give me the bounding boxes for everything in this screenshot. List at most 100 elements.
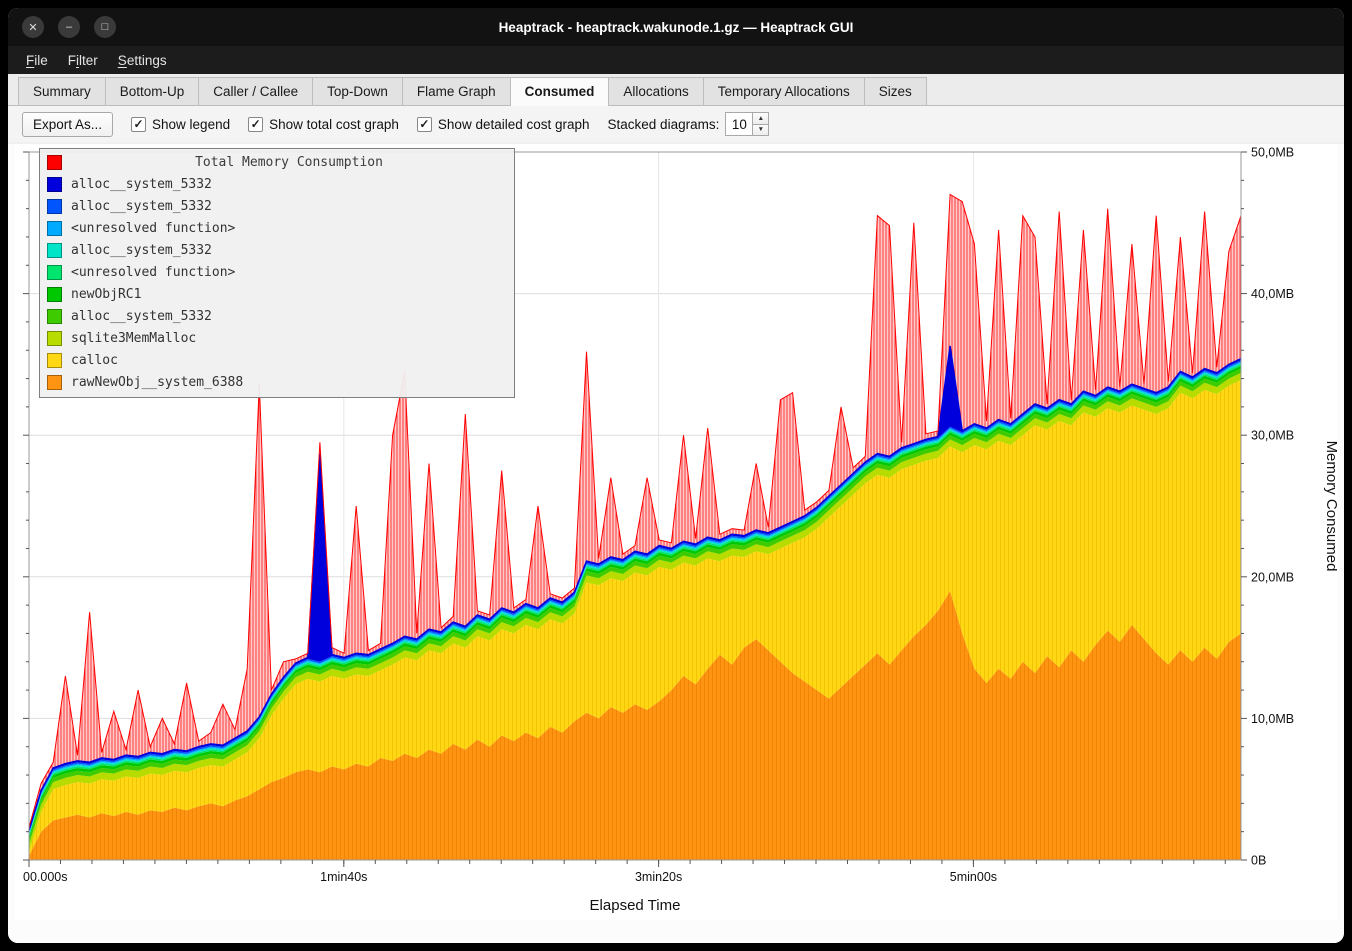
legend-swatch bbox=[47, 220, 62, 236]
close-icon: ✕ bbox=[28, 21, 38, 34]
legend-label: alloc__system_5332 bbox=[71, 308, 212, 324]
band-rawnewobj-system-6388 bbox=[29, 591, 1241, 860]
checkbox-icon: ✓ bbox=[248, 116, 264, 132]
checkbox-icon: ✓ bbox=[416, 116, 432, 132]
checkbox-icon: ✓ bbox=[131, 116, 147, 132]
axis-labels: 0B 10,0MB 20,0MB 30,0MB 40,0MB 50,0MB 00.000s 1… bbox=[23, 146, 1337, 915]
legend-swatch bbox=[47, 286, 62, 302]
y-tick-label: 40,0MB bbox=[1251, 287, 1294, 301]
chevron-up-icon: ▲ bbox=[757, 114, 765, 122]
legend-label: alloc__system_5332 bbox=[71, 198, 212, 214]
app-window: ✕ – □ Heaptrack - heaptrack.wakunode.1.gz … bbox=[8, 8, 1344, 943]
checkbox-label: Show detailed cost graph bbox=[437, 116, 590, 132]
chart-area: 0B 10,0MB 20,0MB 30,0MB 40,0MB 50,0MB 00.000s 1… bbox=[15, 144, 1337, 920]
checkbox-show-total-cost-graph[interactable]: ✓ Show total cost graph bbox=[248, 116, 399, 132]
total-line bbox=[28, 193, 1242, 828]
legend-label: newObjRC1 bbox=[71, 286, 142, 302]
stacked-diagrams-control: Stacked diagrams: 10 ▲ ▼ bbox=[608, 112, 770, 136]
export-as-button[interactable]: Export As... bbox=[22, 111, 114, 137]
spin-down-button[interactable]: ▼ bbox=[753, 124, 769, 135]
tab-consumed[interactable]: Consumed bbox=[509, 77, 610, 106]
legend-item-9: calloc bbox=[47, 349, 507, 371]
checkbox-show-detailed-cost-graph[interactable]: ✓ Show detailed cost graph bbox=[416, 116, 590, 132]
x-tick-label: 1min40s bbox=[320, 870, 367, 884]
stacked-diagrams-label: Stacked diagrams: bbox=[607, 116, 720, 132]
y-tick-label: 50,0MB bbox=[1251, 146, 1294, 160]
legend-item-0: Total Memory Consumption bbox=[47, 151, 507, 173]
legend-label: alloc__system_5332 bbox=[71, 176, 212, 192]
legend-swatch bbox=[47, 374, 62, 390]
checkbox-label: Show legend bbox=[152, 116, 231, 132]
x-tick-label: 3min20s bbox=[635, 870, 682, 884]
legend-label: sqlite3MemMalloc bbox=[71, 330, 197, 346]
menu-settings[interactable]: Settings bbox=[117, 52, 167, 68]
minimize-icon: – bbox=[65, 21, 73, 33]
legend-label: rawNewObj__system_6388 bbox=[71, 374, 244, 390]
y-tick-label: 0B bbox=[1251, 854, 1266, 868]
y-tick-label: 10,0MB bbox=[1251, 712, 1294, 726]
axis-frame bbox=[28, 151, 1242, 861]
legend-label: <unresolved function> bbox=[71, 220, 236, 236]
legend-item-10: rawNewObj__system_6388 bbox=[47, 371, 507, 393]
y-axis-title: Memory Consumed bbox=[1323, 441, 1337, 572]
title-bar: ✕ – □ Heaptrack - heaptrack.wakunode.1.gz … bbox=[8, 8, 1344, 46]
window-controls: ✕ – □ bbox=[22, 16, 116, 38]
legend-swatch bbox=[47, 308, 62, 324]
checkbox-show-legend[interactable]: ✓ Show legend bbox=[131, 116, 231, 132]
menu-filter[interactable]: Filter bbox=[67, 52, 98, 68]
legend-item-1: alloc__system_5332 bbox=[47, 173, 507, 195]
tab-sizes[interactable]: Sizes bbox=[863, 77, 927, 105]
legend-label: Total Memory Consumption bbox=[195, 154, 383, 170]
maximize-icon: □ bbox=[101, 21, 109, 33]
legend-item-6: newObjRC1 bbox=[47, 283, 507, 305]
maximize-button[interactable]: □ bbox=[94, 16, 116, 38]
consumption-chart[interactable]: 0B 10,0MB 20,0MB 30,0MB 40,0MB 50,0MB 00.000s 1… bbox=[15, 144, 1337, 920]
legend-item-2: alloc__system_5332 bbox=[47, 195, 507, 217]
tab-top-down[interactable]: Top-Down bbox=[312, 77, 403, 105]
spinbox-value[interactable]: 10 bbox=[725, 112, 753, 136]
y-tick-label: 30,0MB bbox=[1251, 429, 1294, 443]
legend-label: alloc__system_5332 bbox=[71, 242, 212, 258]
tab-caller-callee[interactable]: Caller / Callee bbox=[198, 77, 314, 105]
legend-item-5: <unresolved function> bbox=[47, 261, 507, 283]
x-tick-label: 5min00s bbox=[950, 870, 997, 884]
legend-item-3: <unresolved function> bbox=[47, 217, 507, 239]
window-title: Heaptrack - heaptrack.wakunode.1.gz — He… bbox=[498, 19, 854, 35]
tab-temporary-allocations[interactable]: Temporary Allocations bbox=[702, 77, 865, 105]
menu-bar: File Filter Settings bbox=[8, 46, 1344, 74]
legend-swatch bbox=[47, 176, 62, 192]
toolbar-checkboxes: ✓ Show legend ✓ Show total cost graph ✓ Show … bbox=[131, 116, 590, 132]
tab-allocations[interactable]: Allocations bbox=[608, 77, 704, 105]
spinbox-arrows: ▲ ▼ bbox=[752, 112, 770, 136]
legend-item-4: alloc__system_5332 bbox=[47, 239, 507, 261]
chart-legend: Total Memory Consumption alloc__system_53… bbox=[39, 148, 515, 398]
legend-swatch bbox=[47, 352, 62, 368]
tab-flame-graph[interactable]: Flame Graph bbox=[401, 77, 511, 105]
x-tick-label: 00.000s bbox=[23, 870, 67, 884]
y-tick-label: 20,0MB bbox=[1251, 570, 1294, 584]
stacked-diagrams-spinbox[interactable]: 10 ▲ ▼ bbox=[725, 112, 770, 136]
band-calloc bbox=[29, 380, 1241, 856]
spin-up-button[interactable]: ▲ bbox=[753, 113, 769, 125]
legend-swatch bbox=[47, 154, 62, 170]
legend-swatch bbox=[47, 242, 62, 258]
legend-swatch bbox=[47, 330, 62, 346]
consumed-tab-panel: 0B 10,0MB 20,0MB 30,0MB 40,0MB 50,0MB 00.000s 1… bbox=[8, 144, 1344, 943]
legend-swatch bbox=[47, 198, 62, 214]
x-axis-title: Elapsed Time bbox=[590, 897, 681, 914]
chevron-down-icon: ▼ bbox=[757, 126, 765, 134]
tab-bottom-up[interactable]: Bottom-Up bbox=[104, 77, 200, 105]
menu-file[interactable]: File bbox=[26, 52, 48, 68]
legend-item-8: sqlite3MemMalloc bbox=[47, 327, 507, 349]
series-bands bbox=[29, 346, 1241, 860]
legend-label: calloc bbox=[71, 352, 118, 368]
checkbox-label: Show total cost graph bbox=[269, 116, 399, 132]
tab-summary[interactable]: Summary bbox=[18, 77, 106, 105]
axis-ticks bbox=[23, 151, 1247, 867]
close-button[interactable]: ✕ bbox=[22, 16, 44, 38]
tab-bar: Summary Bottom-Up Caller / Callee Top-Down F… bbox=[8, 74, 1344, 106]
legend-swatch bbox=[47, 264, 62, 280]
legend-label: <unresolved function> bbox=[71, 264, 236, 280]
stack-top-line bbox=[28, 345, 1242, 831]
minimize-button[interactable]: – bbox=[58, 16, 80, 38]
